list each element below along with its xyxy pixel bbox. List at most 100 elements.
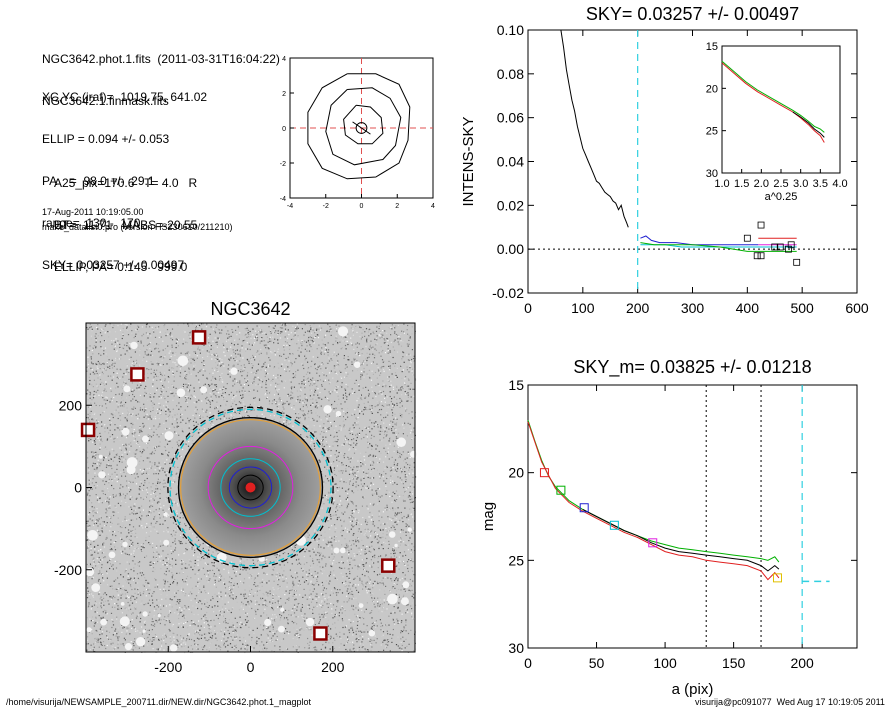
image-noise-dot [255,613,257,615]
image-noise-dot [235,597,237,600]
image-noise-dot [298,633,300,635]
image-noise-dot [231,417,233,419]
image-noise-dot [379,565,381,567]
image-noise-dot [327,354,329,356]
image-noise-dot [403,515,405,518]
image-noise-dot [147,442,149,444]
image-noise-dot [165,420,167,422]
image-noise-dot [326,414,329,416]
image-noise-dot [374,580,376,582]
image-noise-dot [324,537,326,539]
image-noise-dot [298,646,300,648]
image-noise-dot [409,393,411,395]
image-noise-dot [93,452,95,454]
image-noise-dot [272,374,275,377]
image-noise-dot [241,334,243,336]
image-noise-dot [182,448,184,451]
image-noise-dot [170,419,172,421]
image-noise-dot [156,620,158,622]
image-noise-dot [203,646,205,648]
image-noise-dot [114,331,117,333]
image-noise-dot [312,598,314,600]
image-noise-dot [357,434,359,436]
image-noise-dot [404,495,406,497]
image-noise-dot [101,543,104,545]
image-noise-dot [160,364,162,366]
image-noise-dot [194,633,196,635]
image-noise-dot [184,602,186,604]
image-noise-dot [360,478,362,480]
image-noise-dot [293,549,295,552]
image-noise-dot [197,614,199,616]
image-noise-dot [405,630,407,632]
image-noise-dot [217,338,219,340]
image-noise-dot [327,532,329,535]
image-noise-dot [215,358,217,360]
image-noise-dot [398,457,400,459]
image-noise-dot [292,338,294,340]
image-noise-dot [366,520,368,522]
image-noise-dot [227,337,229,339]
image-noise-dot [331,589,333,592]
image-noise-dot [96,426,98,429]
image-noise-dot [121,552,123,554]
image-noise-dot [286,586,288,588]
image-noise-dot [297,349,299,352]
image-noise-dot [199,417,201,419]
image-noise-dot [214,605,216,607]
image-noise-dot [100,402,102,405]
image-noise-dot [337,364,339,366]
image-noise-dot [337,342,339,345]
image-noise-dot [100,583,102,585]
image-noise-dot [96,638,98,640]
image-noise-dot [354,358,356,360]
image-noise-dot [102,412,104,414]
image-noise-dot [392,480,394,482]
image-noise-dot [296,323,298,325]
image-noise-dot [144,482,146,484]
image-noise-dot [224,646,227,648]
image-noise-dot [104,457,106,459]
image-noise-dot [166,451,168,453]
image-noise-dot [114,359,116,361]
image-noise-dot [378,401,380,403]
image-noise-dot [300,421,302,423]
image-noise-dot [348,443,350,445]
image-noise-dot [87,639,89,641]
image-noise-dot [326,599,329,601]
image-noise-dot [124,475,127,477]
header-a25-line: A25_pix=170.6 T= 4.0 R [54,176,198,190]
image-noise-dot [303,413,305,415]
image-noise-dot [140,518,142,520]
image-noise-dot [283,349,285,351]
image-noise-dot [296,330,298,332]
image-noise-dot [253,378,255,380]
image-noise-dot [184,397,186,399]
image-noise-dot [328,379,330,381]
image-noise-dot [86,567,88,570]
image-noise-dot [193,401,195,403]
image-noise-dot [232,380,234,382]
image-noise-dot [119,403,121,405]
image-noise-dot [240,558,242,560]
image-noise-dot [150,335,152,337]
image-noise-dot [115,494,117,496]
image-noise-dot [301,386,303,389]
image-noise-dot [139,354,141,356]
image-noise-dot [233,648,235,650]
image-noise-dot [243,367,245,369]
image-noise-dot [359,629,361,631]
image-noise-dot [216,407,218,409]
image-noise-dot [376,492,378,494]
image-noise-dot [121,392,123,394]
image-noise-dot [393,549,395,551]
image-noise-dot [232,330,234,332]
image-noise-dot [368,369,370,371]
image-noise-dot [330,334,332,336]
image-noise-dot [134,472,136,474]
image-noise-dot [147,337,149,339]
image-noise-dot [132,530,134,532]
image-noise-dot [87,406,90,408]
image-noise-dot [184,582,186,584]
image-noise-dot [156,604,158,606]
